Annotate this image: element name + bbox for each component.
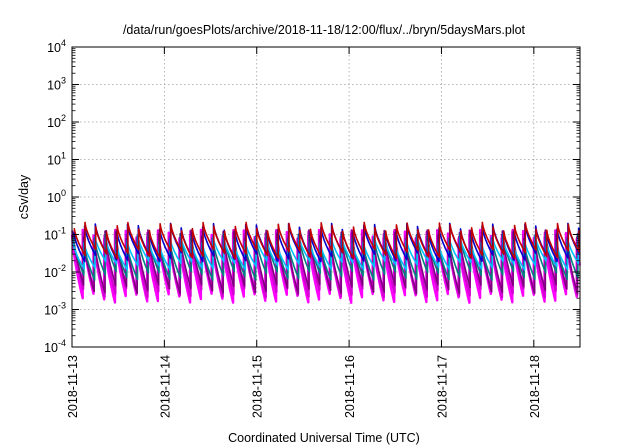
y-tick-label: 10-2 <box>44 263 66 280</box>
y-tick-exponent: 2 <box>61 113 66 123</box>
y-tick-base: 10 <box>44 341 58 355</box>
series-layer <box>70 221 581 304</box>
y-tick-label: 10-4 <box>44 338 66 355</box>
y-axis-label: cSv/day <box>17 174 31 219</box>
y-tick-base: 10 <box>47 116 61 130</box>
series-line <box>72 232 581 281</box>
y-tick-base: 10 <box>47 79 61 93</box>
x-tick-label: 2018-11-15 <box>251 355 265 418</box>
y-tick-label: 100 <box>47 188 66 205</box>
chart-title: /data/run/goesPlots/archive/2018-11-18/1… <box>123 23 526 37</box>
y-tick-exponent: 3 <box>61 76 66 86</box>
y-tick-exponent: 4 <box>61 38 66 48</box>
y-tick-exponent: -4 <box>58 338 66 348</box>
y-tick-exponent: 1 <box>61 151 66 161</box>
y-tick-exponent: -1 <box>58 226 66 236</box>
y-tick-label: 102 <box>47 113 66 130</box>
x-axis: 2018-11-13 2018-11-14 2018-11-15 2018-11-16… <box>66 47 542 418</box>
y-tick-base: 10 <box>44 229 58 243</box>
series-line <box>73 221 581 260</box>
x-tick-label: 2018-11-17 <box>435 355 449 418</box>
y-tick-base: 10 <box>47 191 61 205</box>
x-axis-label: Coordinated Universal Time (UTC) <box>228 431 420 445</box>
grid <box>72 47 580 347</box>
y-tick-base: 10 <box>44 266 58 280</box>
y-tick-exponent: -2 <box>58 263 66 273</box>
y-tick-label: 103 <box>47 76 66 93</box>
x-tick-label: 2018-11-18 <box>528 355 542 418</box>
y-tick-base: 10 <box>47 41 61 55</box>
y-tick-exponent: -3 <box>58 301 66 311</box>
y-tick-base: 10 <box>44 304 58 318</box>
x-tick-label: 2018-11-16 <box>343 355 357 418</box>
x-tick-label: 2018-11-13 <box>66 355 80 418</box>
y-tick-base: 10 <box>47 154 61 168</box>
y-tick-label: 104 <box>47 38 66 55</box>
y-tick-label: 101 <box>47 151 66 168</box>
x-tick-label: 2018-11-14 <box>158 355 172 418</box>
series-line <box>72 235 581 271</box>
y-tick-label: 10-3 <box>44 301 66 318</box>
series-line <box>71 229 581 295</box>
y-tick-exponent: 0 <box>61 188 66 198</box>
y-tick-label: 10-1 <box>44 226 66 243</box>
